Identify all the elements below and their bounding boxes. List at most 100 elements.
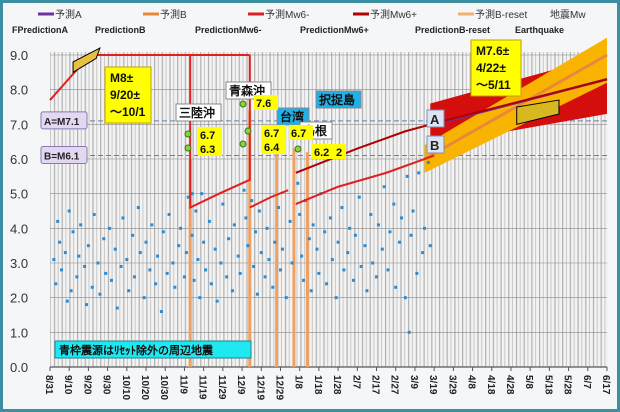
prediction-box-1-text: 9/20± [110,88,140,102]
x-tick-label: 10/10 [120,375,131,400]
x-tick-label: 4/18 [485,375,496,395]
magnitude-label-box [198,127,222,142]
earthquake-point [353,233,357,237]
target-window-1 [72,47,101,74]
earthquake-point [142,296,146,300]
earthquake-point [357,195,361,199]
legend-label-jp: 予測A [55,8,82,21]
x-tick-label: 1/18 [312,375,323,395]
earthquake-point [86,244,90,248]
y-tick-label: 9.0 [10,48,28,63]
earthquake-point [133,275,137,279]
earthquake-point [392,202,396,206]
earthquake-point [196,258,200,262]
earthquake-point [156,254,160,258]
event-marker [239,100,247,108]
earthquake-point [136,206,140,210]
earthquake-point [407,330,411,334]
earthquake-point [173,285,177,289]
earthquake-point [398,240,402,244]
earthquake-point [375,275,379,279]
earthquake-point [284,296,288,300]
earthquake-point [79,223,83,227]
magnitude-label-box [198,141,222,156]
region-label-box [315,90,362,109]
earthquake-point [119,264,123,268]
earthquake-point [236,254,240,258]
earthquake-point [238,271,242,275]
earthquake-point [323,230,327,234]
earthquake-point [388,230,392,234]
earthquake-point [244,216,248,220]
earthquake-point [417,171,421,175]
earthquake-point [227,237,231,241]
x-tick-label: 10/20 [139,375,150,400]
earthquake-point [296,181,300,185]
earthquake-point [144,240,148,244]
earthquake-point [255,292,259,296]
earthquake-point [307,237,311,241]
earthquake-point [125,258,129,262]
y-tick-label: 0.0 [10,360,28,375]
earthquake-point [225,275,229,279]
earthquake-point [317,271,321,275]
earthquake-point [376,223,380,227]
line-tag: A [430,112,440,127]
x-tick-label: 5/18 [542,375,553,395]
earthquake-point [165,271,169,275]
event-marker [184,130,192,138]
legend-label-en: PredictionB [95,25,146,35]
x-tick-label: 3/29 [446,375,457,395]
x-tick-label: 2/7 [350,375,361,389]
legend: 予測AFPredictionA予測BPredictionB予測Mw6-Predi… [12,8,586,35]
earthquake-point [219,261,223,265]
earthquake-point [98,292,102,296]
earthquake-point [115,306,119,310]
earthquake-point [302,278,306,282]
earthquake-point [194,209,198,213]
earthquake-point [90,285,94,289]
earthquake-point [63,251,67,255]
y-tick-label: 4.0 [10,221,28,236]
earthquake-point [278,268,282,272]
earthquake-point [246,244,250,248]
y-tick-label: 5.0 [10,187,28,202]
x-tick-label: 8/31 [43,375,54,395]
event-marker [244,127,252,135]
earthquake-point [351,278,355,282]
earthquake-point [121,216,125,220]
region-label-box [225,81,272,100]
ref-label-box [40,146,88,165]
earthquake-point [250,199,254,203]
magnitude-label-box [262,139,286,154]
magnitude-label-box [262,125,286,140]
legend-label-jp: 地震Mw [550,8,586,21]
x-tick-label: 4/8 [466,375,477,389]
chart-svg: 予測AFPredictionA予測BPredictionB予測Mw6-Predi… [10,8,611,400]
earthquake-point [259,251,263,255]
region-label-box [175,103,222,122]
earthquake-point [148,268,152,272]
magnitude-label-box [254,95,278,110]
earthquake-point [263,275,267,279]
earthquake-point [71,230,75,234]
earthquake-point [328,216,332,220]
earthquake-point [221,202,225,206]
x-tick-label: 9/10 [62,375,73,395]
earthquake-point [409,233,413,237]
line-tag-box [426,135,445,154]
ref-label-box [40,111,88,130]
earthquake-point [109,278,113,282]
earthquake-point [334,296,338,300]
x-tick-label: 6/17 [600,375,611,395]
earthquake-point [58,240,62,244]
line-tag-box [426,109,445,128]
earthquake-point [330,258,334,262]
earthquake-point [159,310,163,314]
earthquake-point [60,268,64,272]
earthquake-point [325,282,329,286]
earthquake-point [411,209,415,213]
prediction-box-1-text: M8± [110,71,134,85]
earthquake-point [232,223,236,227]
